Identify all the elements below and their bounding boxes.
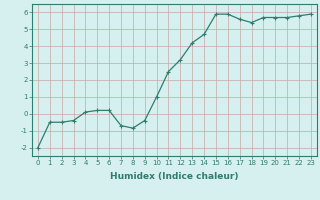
X-axis label: Humidex (Indice chaleur): Humidex (Indice chaleur): [110, 172, 239, 181]
